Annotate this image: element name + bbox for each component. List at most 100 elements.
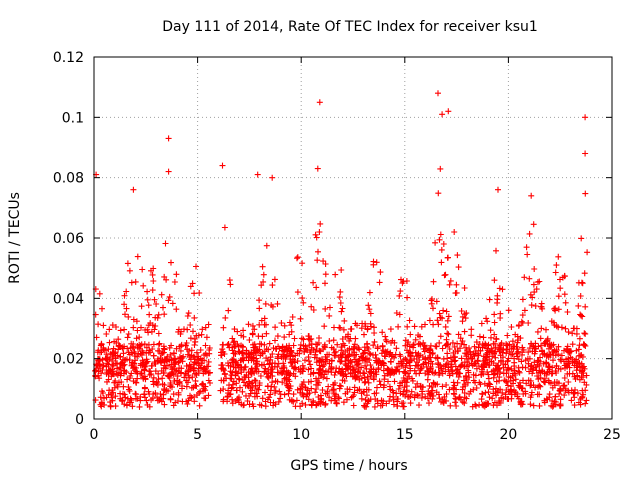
- data-point: [310, 369, 317, 376]
- data-point: [296, 347, 303, 354]
- data-point: [127, 373, 134, 379]
- data-point: [286, 378, 293, 385]
- data-point: [198, 331, 205, 338]
- data-point: [452, 399, 459, 406]
- data-point: [491, 331, 498, 338]
- data-point: [483, 315, 490, 322]
- data-point: [556, 390, 563, 397]
- data-point: [286, 350, 293, 357]
- data-point: [552, 393, 559, 400]
- data-point: [570, 390, 577, 397]
- data-point: [534, 279, 541, 286]
- data-point: [357, 370, 364, 377]
- data-point: [340, 326, 347, 333]
- data-point: [412, 362, 419, 369]
- data-point: [314, 257, 321, 264]
- data-point: [426, 382, 433, 389]
- data-point: [191, 342, 198, 348]
- data-point: [440, 398, 446, 405]
- data-point: [445, 364, 452, 371]
- data-point: [523, 244, 530, 251]
- data-point: [104, 378, 110, 385]
- data-point: [505, 364, 512, 371]
- data-point: [380, 362, 387, 369]
- data-point: [106, 326, 113, 333]
- data-point: [415, 392, 421, 399]
- data-point: [115, 346, 122, 353]
- data-point: [315, 340, 322, 346]
- data-point: [380, 347, 387, 354]
- data-point: [382, 336, 389, 343]
- data-point: [332, 348, 339, 355]
- data-point: [219, 162, 226, 169]
- data-point: [322, 280, 328, 287]
- data-point: [308, 365, 315, 372]
- data-point: [446, 372, 453, 379]
- data-point: [132, 364, 139, 371]
- data-point: [442, 323, 449, 330]
- data-point: [136, 334, 143, 341]
- data-point: [553, 323, 560, 330]
- data-point: [251, 393, 258, 400]
- data-point: [171, 350, 177, 356]
- data-point: [234, 328, 241, 335]
- data-point: [124, 334, 131, 341]
- data-point: [447, 277, 454, 284]
- data-point: [109, 366, 116, 373]
- data-point: [459, 313, 466, 320]
- data-point: [390, 401, 397, 408]
- data-point: [454, 348, 461, 355]
- data-point: [120, 383, 127, 390]
- data-point: [179, 383, 185, 389]
- data-point: [268, 383, 275, 390]
- data-point: [203, 334, 210, 341]
- data-point: [270, 402, 277, 409]
- data-point: [491, 351, 497, 357]
- data-point: [428, 390, 435, 397]
- data-point: [562, 299, 569, 306]
- data-point: [461, 285, 468, 291]
- data-point: [411, 323, 418, 330]
- data-point: [344, 396, 350, 403]
- data-point: [355, 360, 362, 367]
- data-point: [187, 395, 193, 402]
- data-point: [512, 331, 519, 338]
- data-point: [573, 364, 580, 370]
- data-point: [508, 324, 515, 330]
- data-point: [313, 234, 320, 241]
- data-point: [546, 345, 552, 352]
- data-point: [249, 330, 256, 337]
- data-point: [116, 369, 122, 376]
- data-point: [141, 341, 148, 348]
- data-point: [230, 339, 237, 346]
- data-point: [225, 341, 232, 347]
- data-point: [362, 396, 369, 403]
- data-point: [567, 354, 574, 361]
- data-point: [345, 331, 352, 338]
- data-point: [577, 293, 584, 299]
- data-point: [363, 392, 370, 399]
- data-point: [103, 331, 110, 337]
- data-point: [427, 391, 434, 398]
- data-point: [150, 378, 156, 385]
- data-point: [100, 322, 107, 329]
- data-point: [294, 289, 301, 296]
- data-point: [558, 352, 565, 359]
- data-point: [557, 401, 564, 408]
- data-point: [435, 321, 442, 328]
- data-point: [445, 331, 452, 338]
- data-point: [371, 403, 378, 410]
- data-point: [170, 371, 177, 378]
- data-point: [159, 381, 166, 388]
- data-point: [247, 390, 254, 397]
- data-point: [557, 356, 564, 363]
- data-point: [371, 324, 377, 331]
- data-point: [443, 382, 450, 388]
- data-point: [323, 375, 330, 382]
- data-point: [534, 328, 541, 335]
- data-point: [431, 380, 437, 387]
- data-point: [187, 283, 194, 290]
- data-point: [450, 384, 457, 391]
- data-point: [366, 306, 373, 313]
- data-point: [534, 391, 541, 398]
